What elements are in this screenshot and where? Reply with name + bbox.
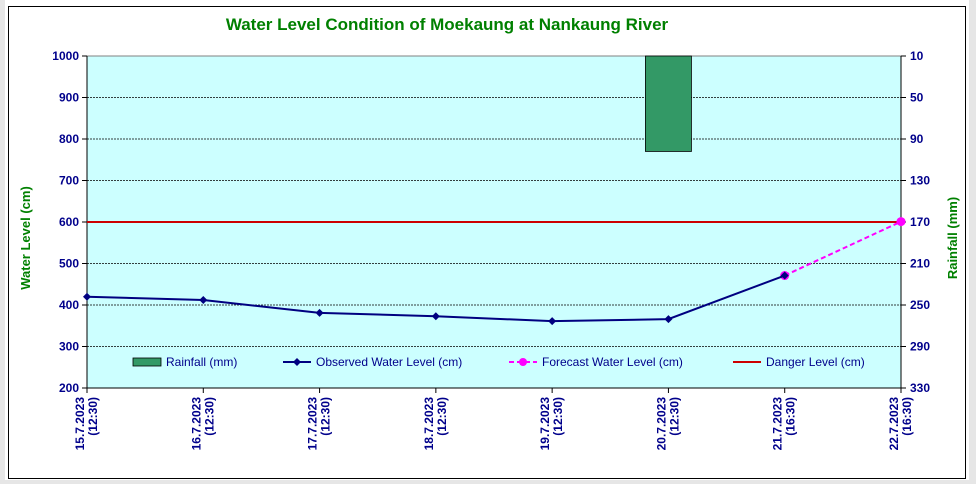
y-tick-label: 400 [59, 298, 79, 312]
y2-tick-label: 170 [910, 215, 930, 229]
legend-marker-forecast [519, 358, 527, 366]
y-tick-label: 700 [59, 174, 79, 188]
y2-tick-label: 50 [910, 91, 924, 105]
legend-label: Danger Level (cm) [766, 355, 865, 369]
x-tick-label: 16.7.2023(12:30) [189, 397, 216, 451]
legend-swatch-rainfall [132, 357, 162, 367]
observed-water-level-point [315, 308, 324, 317]
y-tick-label: 300 [59, 340, 79, 354]
observed-water-level-point [780, 271, 789, 280]
legend-marker-observed [293, 358, 301, 366]
y2-tick-label: 290 [910, 340, 930, 354]
y-axis-label: Water Level (cm) [18, 186, 33, 290]
y-tick-label: 200 [59, 381, 79, 395]
y-tick-label: 500 [59, 257, 79, 271]
x-tick-label: 17.7.2023(12:30) [306, 397, 333, 451]
sheet-left-edge [0, 0, 5, 484]
y2-axis-label: Rainfall (mm) [945, 197, 960, 279]
forecast-water-level-line [784, 220, 902, 277]
y-tick-label: 900 [59, 91, 79, 105]
observed-water-level-point [199, 296, 208, 305]
sheet-bottom-edge [0, 480, 976, 484]
y-tick-label: 800 [59, 132, 79, 146]
rainfall-bar [645, 55, 692, 152]
plot-area: 1000 900 800 700 600 500 400 300 200 10 50 90 130 170… [52, 49, 930, 450]
y-tick-label: 600 [59, 215, 79, 229]
x-tick-label: 15.7.2023(12:30) [73, 397, 100, 451]
chart-title: Water Level Condition of Moekaung at Nan… [226, 15, 669, 34]
y2-tick-label: 210 [910, 257, 930, 271]
legend-label: Forecast Water Level (cm) [542, 355, 683, 369]
x-tick-label: 20.7.2023(12:30) [654, 397, 681, 451]
x-tick-label: 18.7.2023(12:30) [422, 397, 449, 451]
y-tick-label: 1000 [52, 49, 79, 63]
x-tick-label: 21.7.2023(16:30) [771, 397, 798, 451]
legend-label: Observed Water Level (cm) [316, 355, 462, 369]
x-tick-label: 22.7.2023(16:30) [887, 397, 914, 451]
observed-water-level-point [664, 315, 673, 324]
y2-tick-label: 90 [910, 132, 924, 146]
y2-tick-label: 10 [910, 49, 924, 63]
x-tick-label: 19.7.2023(12:30) [538, 397, 565, 451]
legend-label: Rainfall (mm) [166, 355, 237, 369]
forecast-water-level-point [896, 217, 906, 227]
sheet-right-edge [969, 0, 976, 484]
y2-tick-label: 330 [910, 381, 930, 395]
y2-tick-label: 130 [910, 174, 930, 188]
y2-tick-label: 250 [910, 298, 930, 312]
observed-water-level-point [431, 312, 440, 321]
observed-water-level-point [548, 317, 557, 326]
observed-water-level-point [83, 292, 91, 301]
